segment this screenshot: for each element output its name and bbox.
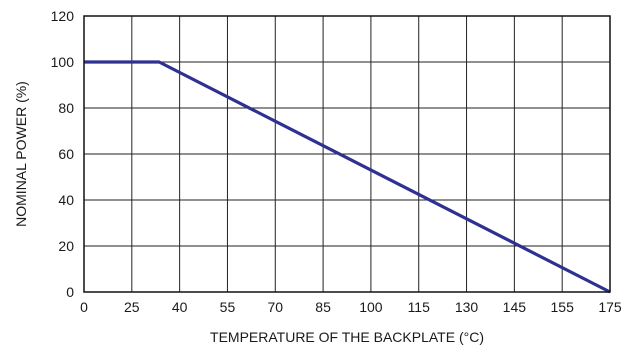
x-tick-label: 85: [315, 299, 331, 315]
x-tick-labels: 0 25 40 55 70 85 100 115 130 145 155 175: [80, 299, 622, 315]
derating-curve: [84, 60, 611, 294]
x-tick-label: 100: [359, 299, 383, 315]
x-tick-label: 55: [220, 299, 236, 315]
x-tick-label: 115: [408, 299, 431, 315]
x-tick-label: 145: [503, 299, 527, 315]
series-layer: [84, 60, 611, 294]
x-tick-label: 175: [598, 299, 622, 315]
x-tick-label: 70: [267, 299, 283, 315]
x-tick-label: 155: [551, 299, 575, 315]
y-tick-label: 80: [58, 100, 74, 116]
y-tick-label: 0: [66, 284, 74, 300]
y-tick-label: 100: [51, 54, 75, 70]
x-tick-label: 0: [80, 299, 88, 315]
grid-lines: [84, 16, 610, 292]
x-tick-label: 130: [455, 299, 479, 315]
x-tick-label: 40: [172, 299, 188, 315]
y-tick-labels: 0 20 40 60 80 100 120: [51, 8, 75, 300]
y-tick-label: 40: [58, 192, 74, 208]
y-axis-title: NOMINAL POWER (%): [13, 81, 29, 227]
plot-frame: [83, 15, 611, 293]
y-tick-label: 60: [58, 146, 74, 162]
y-tick-label: 20: [58, 238, 74, 254]
x-axis-title: TEMPERATURE OF THE BACKPLATE (°C): [210, 329, 484, 345]
x-tick-label: 25: [124, 299, 140, 315]
y-tick-label: 120: [51, 8, 75, 24]
